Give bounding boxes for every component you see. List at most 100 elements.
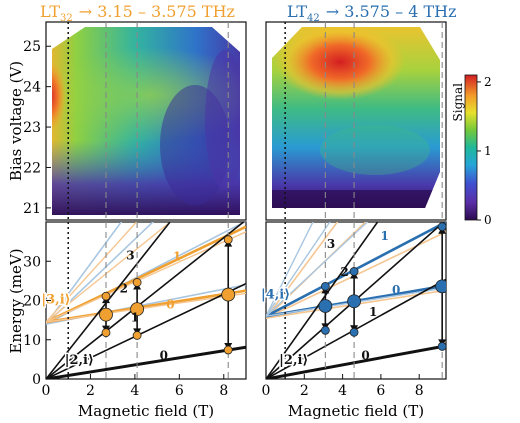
point-big-0 [318, 299, 333, 313]
point-small-0 [101, 328, 111, 338]
heatmap-lt32 [52, 27, 240, 215]
point-big-2 [221, 287, 236, 302]
heatmap-lt42 [272, 27, 440, 208]
xlabel-right: Magnetic field (T) [288, 402, 424, 420]
title-lt32: LT32 → 3.15 – 3.575 THz [40, 2, 235, 24]
level-label-1: 1 [131, 311, 139, 325]
x-tick-label-4: 8 [415, 383, 424, 399]
level-label-4: 0 [392, 283, 400, 297]
title-lt42: LT42 → 3.575 – 4 THz [287, 2, 457, 24]
black-line-2 [46, 222, 245, 379]
title-lt42-sub: 42 [307, 13, 320, 24]
y-tick-label-0: 21 [23, 201, 41, 217]
colored-line-1b [266, 222, 369, 317]
x-tick-label-1: 2 [300, 383, 309, 399]
y-tick-label-4: 25 [23, 39, 41, 55]
level-label-2: 2 [120, 282, 128, 296]
level-label-5: 1 [173, 249, 181, 263]
colored-line-1 [46, 225, 246, 324]
black-line-0 [46, 345, 246, 379]
level-label-2: 2 [340, 265, 348, 279]
colorbar-tick-label-1: 1 [484, 144, 492, 158]
point-small-1 [320, 281, 330, 291]
y-tick-label-2: 20 [23, 294, 41, 310]
state-label-0: |2,i⟩ [65, 353, 94, 368]
level-label-4: 0 [166, 297, 174, 311]
y-tick-label-3: 24 [23, 80, 41, 96]
y-tick-label-3: 30 [23, 254, 41, 270]
state-label-0: |2,i⟩ [279, 353, 308, 368]
alt-line-a3 [46, 222, 123, 325]
title-lt32-sub: 32 [60, 13, 73, 24]
point-small-1 [101, 291, 111, 301]
x-tick-label-0: 0 [42, 383, 51, 399]
colorbar-gradient [464, 74, 478, 221]
colored-line-3b [46, 222, 138, 323]
point-small-4 [223, 345, 233, 355]
point-small-2 [132, 331, 142, 340]
level-label-0: 0 [160, 348, 168, 362]
panel-top-left: 21 22 23 24 25 [23, 22, 229, 220]
colored-line-3b [266, 222, 314, 317]
alt-line-a3 [266, 222, 339, 319]
ylabel-bias: Bias voltage (V) [7, 61, 25, 181]
state-label-1: |4,i⟩ [261, 288, 290, 303]
colored-line-2b [46, 222, 172, 323]
y-tick-label-2: 23 [23, 120, 41, 136]
y-tick-label-0: 0 [32, 372, 41, 388]
point-small-3 [349, 267, 359, 276]
frame-top-right [265, 21, 447, 221]
plot-area-bottom-right [266, 222, 446, 379]
level-label-3: 3 [126, 248, 134, 262]
colored-line-2b [266, 222, 331, 317]
colored-line-1b [46, 231, 246, 323]
state-label-1: |3,i⟩ [41, 293, 70, 308]
point-big-1 [130, 302, 145, 317]
y-tick-label-1: 10 [23, 333, 41, 349]
x-tick-label-0: 0 [262, 383, 271, 399]
colorbar-tick-label-0: 0 [484, 213, 492, 227]
title-lt42-main: LT [287, 2, 307, 21]
x-tick-label-3: 6 [175, 383, 184, 399]
xlabel-left: Magnetic field (T) [78, 402, 214, 420]
title-lt42-rest: → 3.575 – 4 THz [326, 2, 457, 21]
colorbar-label: Signal [451, 83, 465, 122]
point-big-2 [435, 279, 446, 294]
colorbar: Signal 0 1 2 [451, 74, 492, 227]
x-tick-label-1: 2 [86, 383, 95, 399]
frame-bottom-right [265, 221, 447, 380]
panel-top-right [284, 22, 443, 220]
level-label-3: 3 [327, 237, 335, 251]
black-line-1 [46, 282, 246, 379]
point-small-5 [223, 235, 233, 245]
colored-line-0b [46, 292, 246, 323]
title-lt32-rest: → 3.15 – 3.575 THz [79, 2, 235, 21]
x-tick-label-4: 8 [219, 383, 228, 399]
ylabel-energy: Energy (meV) [7, 248, 25, 353]
colorbar-tick-label-2: 2 [484, 75, 492, 89]
level-label-0: 0 [361, 348, 369, 362]
point-small-4 [437, 342, 446, 351]
point-small-3 [132, 278, 142, 287]
plot-area-top-right [284, 22, 443, 220]
y-tick-label-1: 22 [23, 160, 41, 176]
point-small-0 [320, 325, 330, 335]
point-small-2 [349, 327, 359, 337]
point-small-5 [437, 222, 446, 232]
point-big-0 [99, 307, 113, 322]
x-tick-label-3: 6 [376, 383, 385, 399]
point-big-1 [347, 294, 361, 309]
plot-area-top-left [67, 22, 229, 220]
x-tick-label-2: 4 [130, 383, 139, 399]
black-line-0 [266, 344, 446, 379]
level-label-5: 1 [381, 229, 389, 243]
colorbar-ticks: 0 1 2 [477, 75, 492, 227]
title-lt32-main: LT [40, 2, 60, 21]
plot-area-bottom-left [46, 222, 246, 379]
x-tick-label-2: 4 [338, 383, 347, 399]
level-label-1: 1 [369, 305, 377, 319]
